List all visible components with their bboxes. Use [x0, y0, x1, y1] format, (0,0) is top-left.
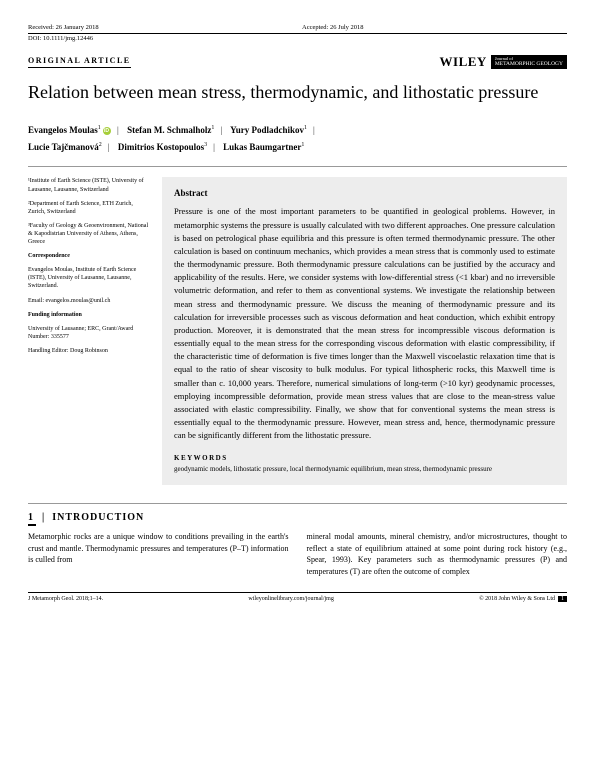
- footer-copyright: © 2018 John Wiley & Sons Ltd1: [479, 596, 567, 602]
- publisher-name: WILEY: [440, 54, 487, 70]
- handling-editor: Handling Editor: Doug Robinson: [28, 347, 150, 355]
- author: Yury Podladchikov1: [230, 125, 307, 135]
- correspondence-head: Correspondence: [28, 252, 150, 260]
- orcid-icon[interactable]: [103, 127, 111, 135]
- body-text: Metamorphic rocks are a unique window to…: [28, 531, 567, 577]
- section-heading: 1| INTRODUCTION: [28, 503, 567, 523]
- abstract-heading: Abstract: [174, 187, 555, 201]
- affiliation: ¹Institute of Earth Science (ISTE), Univ…: [28, 177, 150, 193]
- doi: DOI: 10.1111/jmg.12446: [28, 35, 567, 42]
- author: Stefan M. Schmalholz1: [127, 125, 214, 135]
- section-number: 1: [28, 512, 36, 526]
- publisher-brand: WILEY Journal of METAMORPHIC GEOLOGY: [440, 54, 567, 70]
- footer-url: wileyonlinelibrary.com/journal/jmg: [248, 596, 333, 602]
- body-col-right: mineral modal amounts, mineral chemistry…: [307, 531, 568, 577]
- author: Dimitrios Kostopoulos3: [118, 142, 207, 152]
- section-title: INTRODUCTION: [52, 512, 144, 523]
- author: Lucie Tajčmanová2: [28, 142, 102, 152]
- abstract-text: Pressure is one of the most important pa…: [174, 205, 555, 442]
- author: Evangelos Moulas1: [28, 125, 111, 135]
- affiliation-sidebar: ¹Institute of Earth Science (ISTE), Univ…: [28, 177, 150, 485]
- page-footer: J Metamorph Geol. 2018;1–14. wileyonline…: [28, 592, 567, 602]
- affiliation: ²Department of Earth Science, ETH Zurich…: [28, 200, 150, 216]
- correspondence-email: Email: evangelos.moulas@unil.ch: [28, 297, 150, 305]
- article-type: ORIGINAL ARTICLE: [28, 56, 131, 68]
- footer-citation: J Metamorph Geol. 2018;1–14.: [28, 596, 103, 602]
- keywords: geodynamic models, lithostatic pressure,…: [174, 465, 555, 475]
- body-col-left: Metamorphic rocks are a unique window to…: [28, 531, 289, 577]
- abstract-box: Abstract Pressure is one of the most imp…: [162, 177, 567, 485]
- keywords-heading: KEYWORDS: [174, 453, 555, 464]
- meta-bar: Received: 26 January 2018 Accepted: 26 J…: [28, 24, 567, 34]
- received-date: Received: 26 January 2018: [28, 24, 99, 31]
- funding-head: Funding information: [28, 311, 150, 319]
- author-list: Evangelos Moulas1 | Stefan M. Schmalholz…: [28, 122, 567, 167]
- accepted-date: Accepted: 26 July 2018: [302, 24, 364, 31]
- article-title: Relation between mean stress, thermodyna…: [28, 80, 567, 104]
- correspondence: Evangelos Moulas, Institute of Earth Sci…: [28, 266, 150, 290]
- funding-info: University of Lausanne; ERC, Grant/Award…: [28, 325, 150, 341]
- affiliation: ³Faculty of Geology & Geoenvironment, Na…: [28, 222, 150, 246]
- journal-badge: Journal of METAMORPHIC GEOLOGY: [491, 55, 567, 70]
- author: Lukas Baumgartner1: [223, 142, 304, 152]
